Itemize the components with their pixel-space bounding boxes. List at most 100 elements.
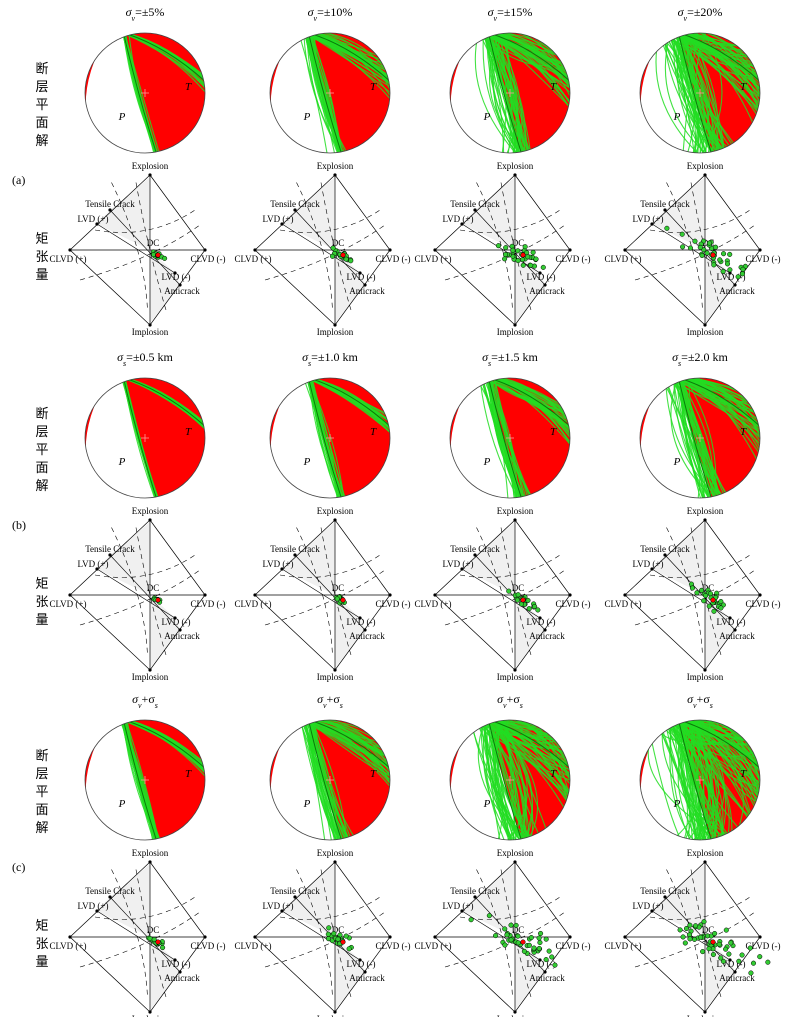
column-title: σs=±2.0 km xyxy=(672,350,728,368)
t-axis-label: T xyxy=(740,768,747,780)
solution-point xyxy=(718,605,724,611)
solution-point xyxy=(700,949,706,955)
nodal-plane-1 xyxy=(310,33,344,153)
nodal-plane-1 xyxy=(487,378,518,498)
implosion-label: Implosion xyxy=(497,327,534,337)
shaded-region-lower xyxy=(335,595,365,668)
dc-label: DC xyxy=(147,925,160,935)
hudson-plot-0-3: Explosion Implosion Tensile Crack LVD (+) CL… xyxy=(605,161,781,337)
dc-label: DC xyxy=(332,925,345,935)
title-sigma: σ xyxy=(126,5,133,19)
row-label-char: 断 xyxy=(35,61,48,76)
solution-point xyxy=(325,936,332,942)
clvd-plus-label: CLVD (+) xyxy=(50,254,87,264)
reference-node-5 xyxy=(363,628,367,632)
nodal-plane-1-best xyxy=(487,720,523,840)
reference-node-6 xyxy=(280,222,284,226)
reference-node-2 xyxy=(433,593,437,597)
nodal-plane-1 xyxy=(673,378,711,498)
title-subscript: v xyxy=(138,701,142,710)
solution-point xyxy=(330,245,336,251)
lvd-minus-label: LVD (-) xyxy=(527,959,556,969)
tensile-crack-label: Tensile Crack xyxy=(85,199,135,209)
best-solution-point xyxy=(520,597,526,603)
nodal-plane-1 xyxy=(487,33,533,153)
dashed-contour-h2 xyxy=(279,554,381,578)
reference-node-5 xyxy=(178,970,182,974)
title-value: =±5% xyxy=(135,5,164,19)
t-axis-label: T xyxy=(370,768,377,780)
dashed-contour-h1 xyxy=(264,911,386,968)
beachball-outline xyxy=(639,719,761,841)
nodal-plane-1 xyxy=(685,720,712,840)
dashed-contour-0 xyxy=(476,182,513,311)
dashed-contour-0 xyxy=(296,869,333,998)
shaded-region-lower xyxy=(515,937,545,1010)
t-axis-label: T xyxy=(185,81,192,93)
column-title: σs=±0.5 km xyxy=(117,350,173,368)
reference-node-3 xyxy=(388,935,392,939)
solution-point xyxy=(765,959,771,965)
reference-node-1 xyxy=(148,1010,152,1014)
reference-node-5 xyxy=(178,628,182,632)
row-label-char: 解 xyxy=(35,820,48,835)
explosion-label: Explosion xyxy=(687,161,724,171)
crack-line-0 xyxy=(109,896,181,973)
nodal-plane-1 xyxy=(489,33,532,153)
reference-node-6 xyxy=(280,567,284,571)
nodal-plane-1 xyxy=(676,378,714,498)
dashed-contour-h1 xyxy=(264,569,386,626)
solution-point xyxy=(683,926,690,932)
best-solution-point xyxy=(340,939,346,945)
solution-point xyxy=(515,248,521,254)
beachball-2-2: TP xyxy=(449,719,571,841)
nodal-plane-2 xyxy=(302,720,390,774)
clvd-plus-label: CLVD (+) xyxy=(415,941,452,951)
solution-point xyxy=(528,262,534,268)
panel-label: (c) xyxy=(12,860,25,874)
solution-point xyxy=(552,962,558,968)
explosion-label: Explosion xyxy=(497,848,534,858)
row-label-char: 平 xyxy=(35,784,48,799)
solution-point xyxy=(543,936,549,942)
title-value: +σ xyxy=(142,692,156,706)
column-title: σv=±20% xyxy=(678,5,723,23)
nodal-plane-1 xyxy=(305,720,342,840)
dashed-contour-1 xyxy=(135,182,167,311)
title-subscript-2: s xyxy=(155,701,158,710)
lvd-minus-label: LVD (-) xyxy=(717,617,746,627)
nodal-plane-1 xyxy=(696,720,727,840)
solution-point xyxy=(502,942,508,948)
solution-point xyxy=(712,930,718,937)
crack-line-1 xyxy=(96,223,176,274)
clvd-minus-label: CLVD (-) xyxy=(376,941,411,951)
nodal-plane-1 xyxy=(501,720,526,840)
solution-point xyxy=(528,935,534,941)
reference-node-1 xyxy=(703,668,707,672)
solution-point xyxy=(692,238,698,244)
best-solution-point xyxy=(710,939,716,945)
beachball-inner xyxy=(450,378,570,498)
reference-node-6 xyxy=(650,567,654,571)
nodal-plane-1 xyxy=(673,378,732,498)
solution-point xyxy=(703,593,709,599)
nodal-plane-1-best xyxy=(122,720,158,840)
nodal-plane-2 xyxy=(674,33,760,86)
solution-point xyxy=(687,936,693,942)
dashed-contour-h2 xyxy=(459,554,561,578)
nodal-plane-1 xyxy=(481,720,515,840)
implosion-label: Implosion xyxy=(317,672,354,682)
reference-node-2 xyxy=(253,593,257,597)
solution-point xyxy=(537,939,543,946)
beachball-outline xyxy=(639,377,761,499)
solution-point xyxy=(680,934,686,940)
lvd-plus-label: LVD (+) xyxy=(633,559,664,569)
anticrack-label: Anticrack xyxy=(719,286,755,296)
reference-node-3 xyxy=(388,248,392,252)
best-solution-point xyxy=(520,939,526,945)
beachball-1-0: TP xyxy=(84,377,206,499)
reference-node-4 xyxy=(108,895,112,899)
reference-node-6 xyxy=(95,909,99,913)
nodal-plane-1-best xyxy=(487,33,523,153)
nodal-plane-2 xyxy=(689,720,760,789)
